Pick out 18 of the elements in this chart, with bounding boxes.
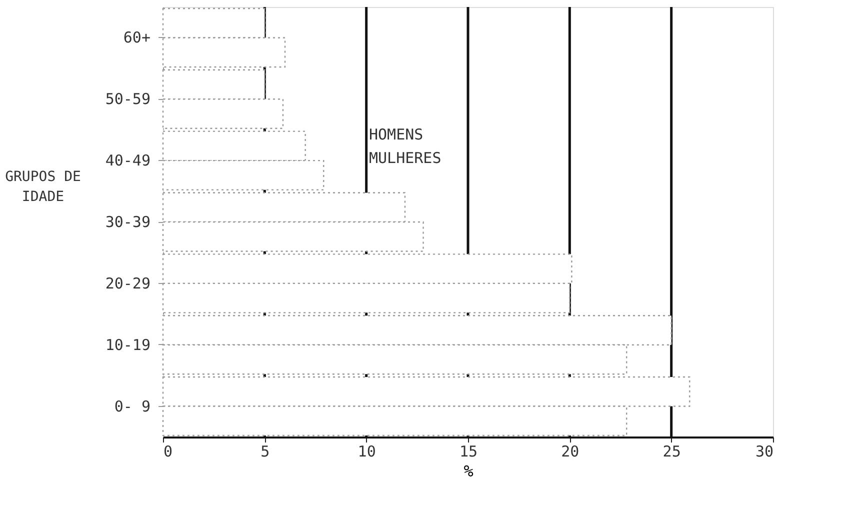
x-tick-label: 25 xyxy=(662,442,681,460)
x-tick-label: 15 xyxy=(459,442,478,460)
x-tick-label: 20 xyxy=(561,442,580,460)
x-tick-label: 0 xyxy=(164,442,173,460)
y-tick-label: 20-29 xyxy=(105,274,150,292)
y-tick-label: 10-19 xyxy=(105,336,150,354)
x-tick-label: 10 xyxy=(358,442,376,460)
y-tick-label: 40-49 xyxy=(105,152,150,170)
x-tick-label: 5 xyxy=(260,442,270,460)
y-tick-label: 30-39 xyxy=(105,213,150,231)
y-tick-label: 50-59 xyxy=(105,90,150,108)
y-axis-title: GRUPOS DE IDADE xyxy=(5,169,81,205)
y-tick-label: 60+ xyxy=(123,28,150,47)
annotation: HOMENS xyxy=(369,126,424,144)
annotation: MULHERES xyxy=(369,149,442,168)
x-axis-title: % xyxy=(464,462,474,480)
x-tick-label: 30 xyxy=(755,442,774,460)
y-tick-label: 0- 9 xyxy=(114,397,150,416)
